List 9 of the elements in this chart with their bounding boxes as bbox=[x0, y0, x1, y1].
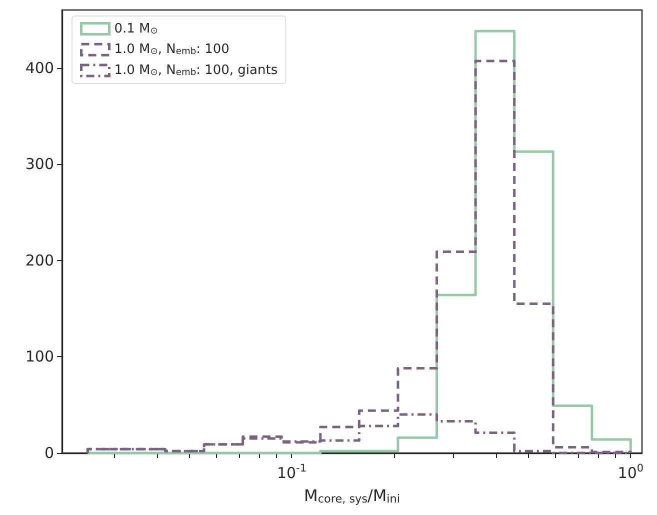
y-tick-label: 100 bbox=[25, 348, 54, 366]
x-axis-title: Mcore, sys/Mini bbox=[304, 486, 400, 506]
y-tick-label: 300 bbox=[25, 155, 54, 174]
legend-label: 0.1 M⊙ bbox=[114, 21, 158, 36]
y-tick-label: 400 bbox=[25, 58, 54, 77]
y-tick-label: 0 bbox=[44, 444, 54, 462]
legend-label: 1.0 M⊙, Nemb: 100, giants bbox=[114, 62, 278, 78]
legend-label: 1.0 M⊙, Nemb: 100 bbox=[114, 42, 230, 58]
y-tick-label: 200 bbox=[25, 251, 54, 270]
